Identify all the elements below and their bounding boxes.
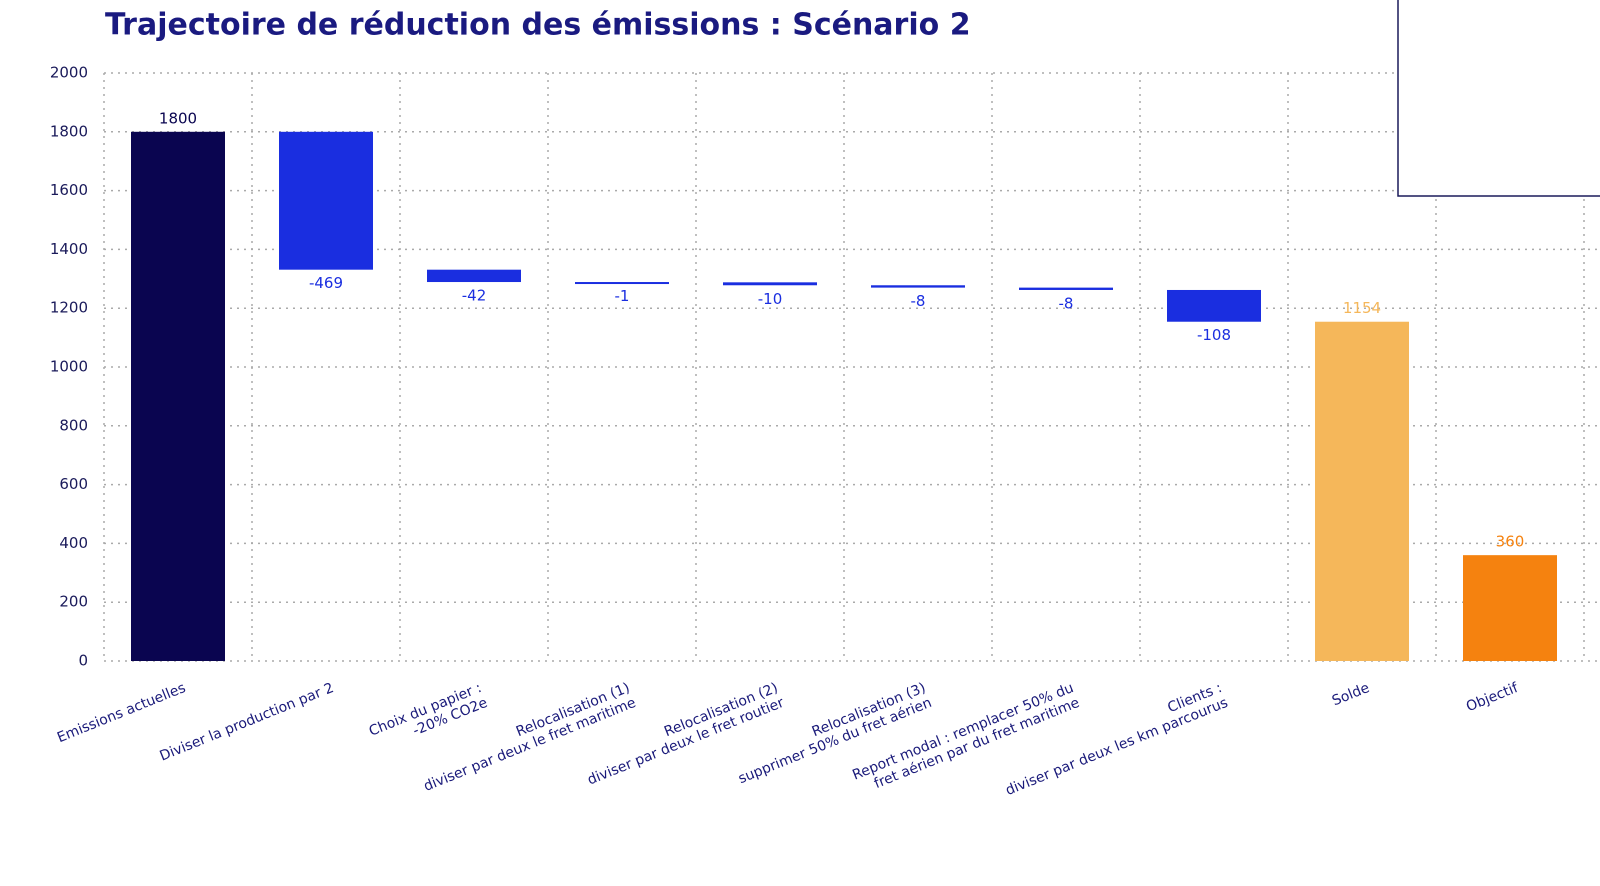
bar <box>1315 321 1409 661</box>
value-label: -42 <box>462 287 487 305</box>
y-tick-label: 0 <box>78 652 88 670</box>
y-tick-label: 1200 <box>50 299 88 317</box>
bar <box>723 282 817 286</box>
value-label: 360 <box>1496 533 1525 551</box>
value-label: -469 <box>309 274 343 292</box>
bar <box>1019 287 1113 290</box>
y-tick-label: 1800 <box>50 122 88 140</box>
y-tick-label: 1000 <box>50 358 88 376</box>
bar <box>1463 555 1557 661</box>
y-tick-label: 1400 <box>50 240 88 258</box>
chart-title: Trajectoire de réduction des émissions :… <box>105 8 971 43</box>
value-label: 1154 <box>1343 299 1381 317</box>
value-label: -8 <box>911 292 926 310</box>
bar <box>427 269 521 283</box>
bar <box>279 131 373 270</box>
y-tick-label: 600 <box>59 475 88 493</box>
y-tick-label: 200 <box>59 593 88 611</box>
value-label: -8 <box>1059 294 1074 312</box>
y-tick-label: 1600 <box>50 181 88 199</box>
value-label: 1800 <box>159 109 197 127</box>
value-label: -10 <box>758 290 783 308</box>
bar <box>871 285 965 288</box>
value-label: -1 <box>615 287 630 305</box>
y-tick-label: 800 <box>59 416 88 434</box>
legend-box <box>1397 0 1600 197</box>
bar <box>575 282 669 285</box>
y-tick-label: 400 <box>59 534 88 552</box>
bar <box>1167 289 1261 322</box>
bar <box>131 131 225 662</box>
value-label: -108 <box>1197 326 1231 344</box>
y-tick-label: 2000 <box>50 64 88 82</box>
